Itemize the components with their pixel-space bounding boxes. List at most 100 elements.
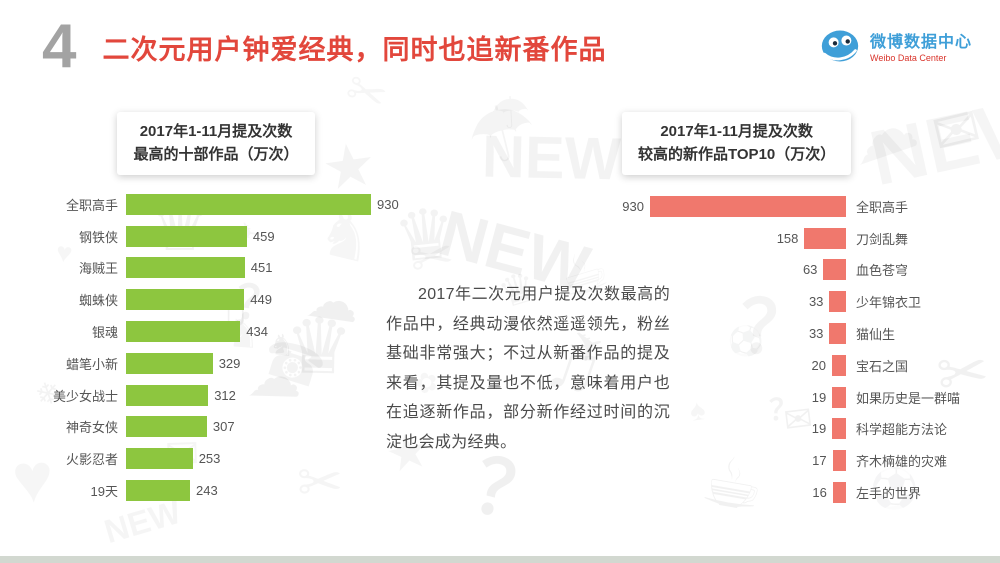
value-label: 451: [250, 260, 273, 276]
value-label: 459: [252, 228, 275, 244]
bar: [126, 352, 213, 374]
weibo-logo-text: 微博数据中心 Weibo Data Center: [870, 33, 972, 64]
category-label: 如果历史是一群喵: [856, 390, 961, 406]
category-label: 蜘蛛侠: [78, 293, 118, 309]
chart-row: 17 齐木楠雄的灾难: [596, 445, 996, 477]
category-label: 美少女战士: [52, 388, 118, 404]
logo-text-cn: 微博数据中心: [869, 33, 972, 51]
category-label: 19天: [90, 484, 118, 500]
bar: [650, 195, 846, 217]
chart-row: 33 猫仙生: [596, 318, 996, 350]
bar: [832, 354, 846, 376]
value-label: 63: [802, 262, 818, 278]
pattern-icon: ☂: [460, 90, 546, 182]
chart-rows: 全职高手 930 钢铁侠 459 海贼王 451 蜘蛛侠 449 银魂 434 蜡笔小新 329 美少女…: [40, 189, 399, 507]
value-label: 253: [198, 451, 221, 467]
value-label: 930: [377, 196, 399, 212]
value-label: 434: [246, 324, 268, 340]
chart-row: 16 左手的世界: [596, 477, 996, 509]
pattern-icon: ✂: [407, 229, 458, 287]
category-label: 少年锦衣卫: [856, 295, 922, 311]
chart-row: 美少女战士 312: [40, 379, 392, 411]
value-label: 16: [812, 485, 827, 501]
slide-header: 4 二次元用户钟爱经典，同时也追新番作品: [42, 16, 606, 78]
chart-row: 全职高手 930: [40, 189, 399, 221]
value-label: 19: [811, 389, 827, 405]
chart-rows: 930 全职高手 158 刀剑乱舞 63 血色苍穹 33 少年锦衣卫 33 猫仙生 20 宝石之国 19…: [596, 191, 996, 509]
bar-track: 33: [596, 323, 846, 345]
category-label: 刀剑乱舞: [856, 231, 909, 247]
bar: [126, 480, 190, 502]
category-label: 神奇女侠: [65, 420, 118, 436]
value-label: 17: [812, 453, 827, 469]
category-label: 火影忍者: [65, 452, 118, 468]
chart-row: 19 科学超能方法论: [596, 413, 996, 445]
bar-track: 19: [596, 386, 846, 408]
bar: [126, 225, 247, 247]
bar-track: 33: [596, 291, 846, 313]
chart-row: 158 刀剑乱舞: [596, 222, 996, 254]
bar-track: 16: [596, 482, 846, 504]
category-label: 蜡笔小新: [65, 356, 118, 372]
chart-title-line1: 2017年1-11月提及次数: [660, 123, 813, 140]
bar: [829, 291, 846, 313]
chart-row: 蜘蛛侠 449: [40, 284, 392, 316]
pattern-icon: ☂: [489, 91, 531, 137]
chart-row: 火影忍者 253: [40, 443, 392, 475]
value-label: 19: [811, 421, 827, 437]
value-label: 312: [214, 387, 236, 403]
bar: [829, 323, 846, 345]
bar: [832, 482, 846, 504]
category-label: 左手的世界: [856, 486, 922, 502]
footer-bar: [0, 556, 1000, 563]
bar: [832, 386, 846, 408]
classic-works-chart-title: 2017年1-11月提及次数 最高的十部作品（万次）: [117, 112, 315, 175]
category-label: 宝石之国: [856, 358, 909, 374]
bar-track: 17: [596, 450, 846, 472]
value-label: 329: [218, 355, 241, 371]
chart-row: 33 少年锦衣卫: [596, 286, 996, 318]
chart-row: 海贼王 451: [40, 252, 392, 284]
category-label: 钢铁侠: [78, 229, 118, 245]
bar-track: 20: [596, 354, 846, 376]
category-label: 猫仙生: [856, 327, 896, 343]
category-label: 全职高手: [65, 197, 118, 213]
classic-works-chart: 2017年1-11月提及次数 最高的十部作品（万次） 全职高手 930 钢铁侠 459…: [40, 112, 399, 507]
value-label: 158: [776, 230, 799, 246]
category-label: 银魂: [91, 325, 118, 341]
slide-number: 4: [42, 12, 77, 81]
chart-row: 19天 243: [40, 475, 392, 507]
chart-row: 银魂 434: [40, 316, 392, 348]
new-works-chart: 2017年1-11月提及次数 较高的新作品TOP10（万次） 930 全职高手 15…: [596, 112, 996, 508]
new-works-chart-title: 2017年1-11月提及次数 较高的新作品TOP10（万次）: [622, 112, 852, 175]
page-title: 二次元用户钟爱经典，同时也追新番作品: [102, 34, 607, 65]
value-label: 243: [196, 483, 218, 499]
chart-row: 蜡笔小新 329: [40, 347, 392, 379]
chart-row: 19 如果历史是一群喵: [596, 381, 996, 413]
chart-title-line2: 最高的十部作品（万次）: [133, 146, 299, 164]
bar-track: 63: [596, 259, 846, 281]
value-label: 33: [808, 294, 824, 310]
category-label: 科学超能方法论: [856, 422, 948, 438]
category-label: 海贼王: [78, 261, 118, 277]
chart-row: 930 全职高手: [596, 191, 996, 223]
bar: [823, 259, 846, 281]
pattern-icon: ？: [464, 442, 560, 545]
bar: [126, 257, 245, 279]
bar: [126, 321, 241, 343]
bar-track: 19: [596, 418, 846, 440]
weibo-logo-icon: [818, 26, 862, 71]
chart-title-line1: 2017年1-11月提及次数: [139, 123, 293, 140]
bar-track: 930: [596, 195, 846, 217]
chart-title-line2: 较高的新作品TOP10（万次）: [638, 146, 836, 164]
logo-text-en: Weibo Data Center: [869, 52, 947, 63]
value-label: 449: [250, 292, 272, 308]
chart-row: 神奇女侠 307: [40, 411, 392, 443]
category-label: 血色苍穹: [856, 263, 909, 279]
category-label: 齐木楠雄的灾难: [856, 454, 948, 470]
bar: [832, 450, 846, 472]
bar: [126, 448, 193, 470]
chart-row: 20 宝石之国: [596, 349, 996, 381]
bar: [126, 289, 245, 311]
